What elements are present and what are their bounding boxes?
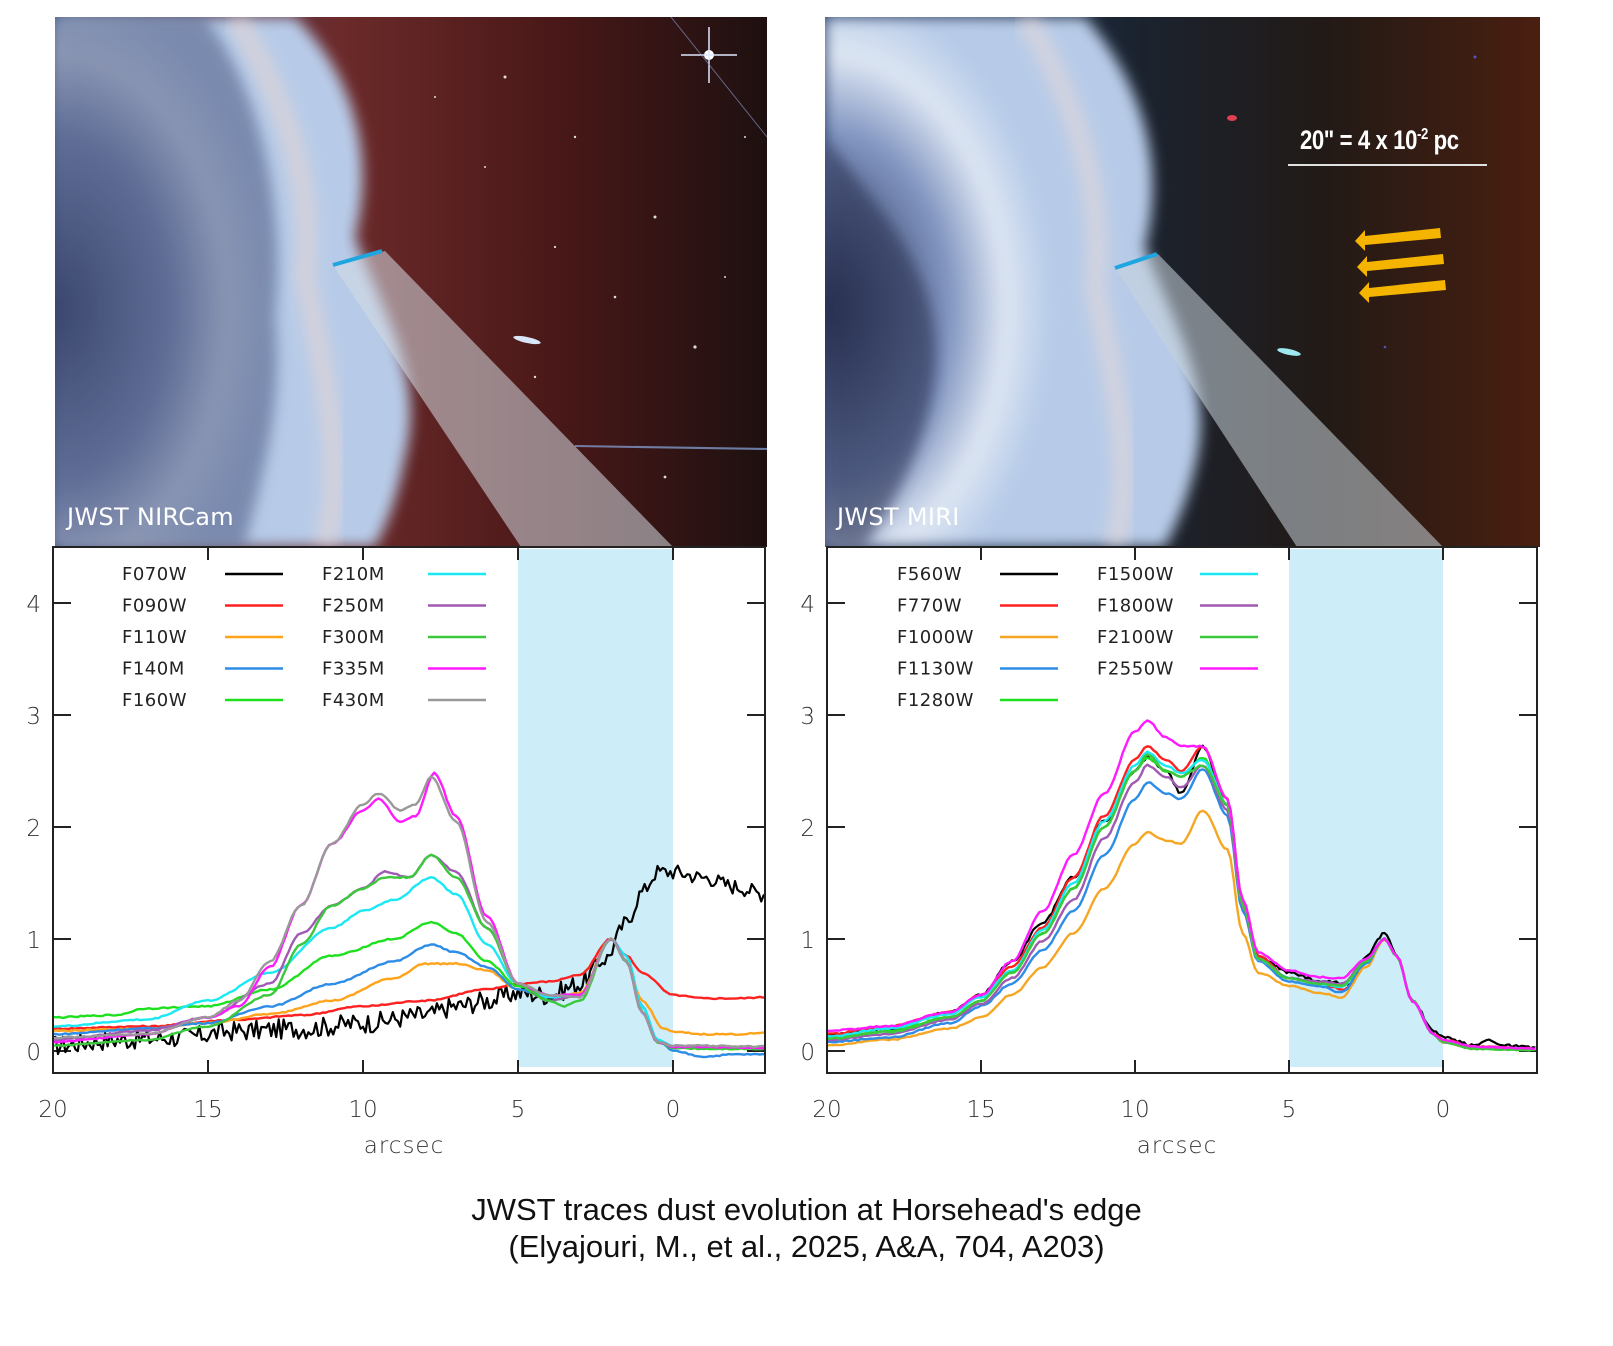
legend-label: F335M	[322, 659, 385, 680]
series-line-f210m	[54, 876, 764, 1050]
legend-label: F1800W	[1097, 596, 1174, 617]
y-tick-label: 3	[26, 704, 41, 730]
legend-label: F1500W	[1097, 564, 1174, 585]
legend-item: F140M	[122, 659, 283, 680]
legend-item: F110W	[122, 627, 283, 648]
x-tick-label: 20	[812, 1097, 841, 1123]
y-tick-label: 4	[26, 592, 41, 618]
legend-label: F2100W	[1097, 627, 1174, 648]
legend-item: F070W	[122, 564, 283, 585]
legend-item: F210M	[322, 564, 486, 585]
legend-label: F560W	[897, 564, 962, 585]
y-tick-label: 0	[800, 1040, 815, 1066]
legend-item: F1130W	[897, 659, 1058, 680]
legend-item: F160W	[122, 690, 283, 711]
series-line-f430m	[54, 775, 764, 1049]
miri-image-art	[825, 17, 1540, 547]
scale-bar-unit: pc	[1427, 125, 1459, 155]
scale-bar-main: 20" = 4 x 10	[1300, 125, 1417, 155]
legend-label: F160W	[122, 690, 187, 711]
series-line-f070w	[54, 864, 764, 1056]
legend-label: F140M	[122, 659, 185, 680]
shaded-region	[1289, 549, 1443, 1067]
nircam-chart-svg: 20 15 10 5 001234arcsecF070WF090WF110WF140MF…	[26, 546, 766, 1159]
nircam-label: JWST NIRCam	[67, 503, 234, 531]
legend-label: F1280W	[897, 690, 974, 711]
y-tick-label: 4	[800, 592, 815, 618]
cut-marker	[1114, 252, 1158, 270]
legend-label: F300M	[322, 627, 385, 648]
bright-star-icon	[670, 17, 767, 138]
nircam-image-art	[55, 17, 767, 547]
legend-item: F560W	[897, 564, 1058, 585]
plot-frame	[52, 546, 766, 1074]
miri-label: JWST MIRI	[837, 503, 960, 531]
legend-label: F2550W	[1097, 659, 1174, 680]
legend-label: F770W	[897, 596, 962, 617]
x-tick-label: 5	[1282, 1097, 1297, 1123]
series-group	[54, 771, 764, 1059]
nircam-image: JWST NIRCam	[55, 17, 767, 547]
miri-profile-chart: 20 15 10 5 0 0 1 2 3 4 arcsec F560W F770W F1000W F1130…	[775, 540, 1555, 1180]
scale-bar-exponent: -2	[1416, 126, 1428, 143]
legend-label: F1130W	[897, 659, 974, 680]
scale-bar-label: 20" = 4 x 10-2 pc	[1300, 125, 1459, 156]
plot-frame	[826, 546, 1538, 1074]
y-tick-label: 2	[800, 816, 815, 842]
legend-label: F210M	[322, 564, 385, 585]
legend-label: F250M	[322, 596, 385, 617]
zoom-wedge	[1115, 254, 1443, 547]
y-tick-label: 1	[26, 928, 41, 954]
legend-item: F335M	[322, 659, 486, 680]
x-tick-label: 10	[348, 1097, 377, 1123]
nircam-profile-chart: 20 15 10 5 0 0 1 2 3 4 arcsec F070W F090W F110W F140M F…	[0, 540, 780, 1180]
shaded-region	[518, 549, 673, 1067]
series-line-f2550w	[828, 719, 1536, 1050]
legend-label: F110W	[122, 627, 187, 648]
x-tick-label: 20	[38, 1097, 67, 1123]
legend-item: F1280W	[897, 690, 1058, 711]
y-tick-label: 2	[26, 816, 41, 842]
legend-item: F2100W	[1097, 627, 1258, 648]
legend-item: F300M	[322, 627, 486, 648]
chart-legend: F560W F770W F1000W F1130W F1280W F1500W F1800W…	[897, 564, 1258, 711]
cut-marker	[332, 249, 383, 267]
y-tick-label: 1	[800, 928, 815, 954]
legend-label: F070W	[122, 564, 187, 585]
miri-image: 20" = 4 x 10-2 pc JWST MIRI	[825, 17, 1540, 547]
y-tick-label: 0	[26, 1040, 41, 1066]
legend-item: F090W	[122, 596, 283, 617]
x-tick-label: 10	[1120, 1097, 1149, 1123]
legend-item: F770W	[897, 596, 1058, 617]
series-group	[828, 719, 1536, 1052]
miri-chart-svg: 20 15 10 5 0 0 1 2 3 4 arcsec F560W F770W F1000W F1130…	[800, 546, 1538, 1159]
legend-label: F1000W	[897, 627, 974, 648]
legend-item: F1500W	[1097, 564, 1258, 585]
caption-citation: (Elyajouri, M., et al., 2025, A&A, 704, …	[508, 1229, 1105, 1264]
x-tick-label: 15	[193, 1097, 222, 1123]
legend-label: F430M	[322, 690, 385, 711]
legend-item: F430M	[322, 690, 486, 711]
y-tick-label: 3	[800, 704, 815, 730]
x-axis-title: arcsec	[364, 1133, 444, 1159]
legend-label: F090W	[122, 596, 187, 617]
left-arrows-icon	[1355, 228, 1446, 303]
legend-item: F1000W	[897, 627, 1058, 648]
caption-title: JWST traces dust evolution at Horsehead'…	[471, 1192, 1142, 1227]
x-tick-label: 5	[511, 1097, 526, 1123]
chart-legend: F070W F090W F110W F140M F160W F210M F250M F300M…	[122, 564, 486, 711]
x-tick-label: 0	[666, 1097, 681, 1123]
figure-caption: JWST traces dust evolution at Horsehead'…	[0, 1191, 1613, 1265]
x-tick-label: 0	[1436, 1097, 1451, 1123]
x-axis-title: arcsec	[1137, 1133, 1217, 1159]
legend-item: F1800W	[1097, 596, 1258, 617]
legend-item: F250M	[322, 596, 486, 617]
legend-item: F2550W	[1097, 659, 1258, 680]
x-tick-label: 15	[966, 1097, 995, 1123]
zoom-wedge	[333, 251, 673, 547]
